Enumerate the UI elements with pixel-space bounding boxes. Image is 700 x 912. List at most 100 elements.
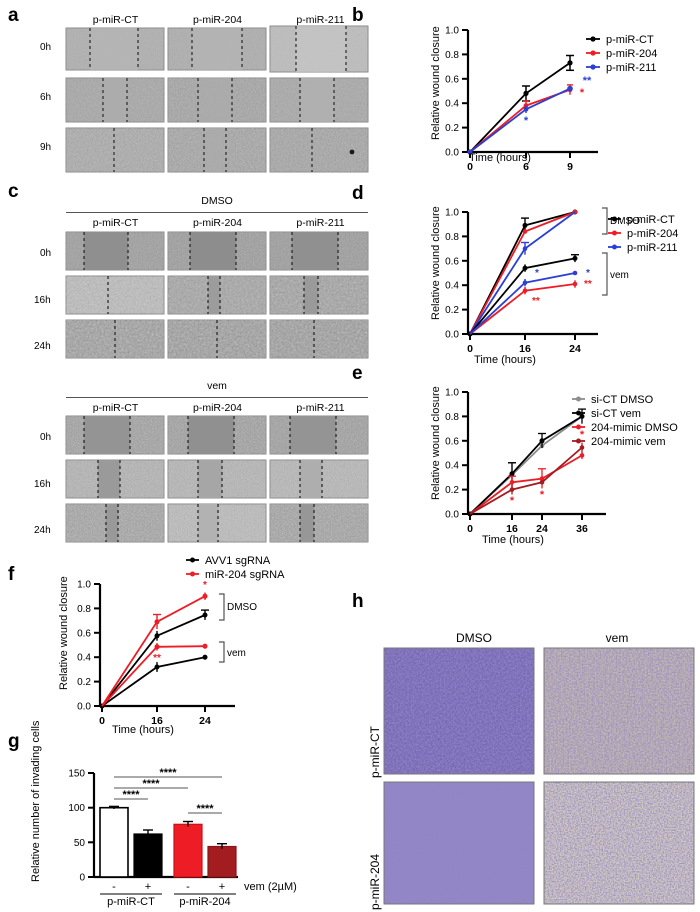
panel-f-legend-item-1: miR-204 sgRNA	[205, 569, 285, 581]
panel-f-series-mir204-dmso	[101, 592, 208, 707]
panel-d-xtick-2: 24	[569, 343, 581, 355]
panel-c-vem-col-2: p-miR-211	[296, 402, 345, 414]
panel-d-plot: 0.0 0.2 0.4 0.6 0.8 1.0 0 16 24	[445, 207, 640, 355]
panel-h-label: h	[352, 591, 364, 612]
panel-g-bar-1	[133, 829, 163, 878]
panel-g-ytick-2: 100	[68, 803, 85, 814]
panel-f-legend-item-0: AVV1 sgRNA	[205, 555, 271, 567]
panel-e-xtick-1: 16	[506, 523, 518, 535]
panel-e-legend: si-CT DMSO si-CT vem 204-mimic DMSO 204-…	[572, 394, 678, 448]
panel-f-ytick-4: 0.8	[77, 604, 91, 615]
panel-d-bracket-label-vem: vem	[610, 270, 629, 281]
panel-c-vem-col-0: p-miR-CT	[92, 402, 139, 414]
panel-b-ytick-2: 0.4	[445, 99, 459, 110]
panel-g-group-label-1: p-miR-204	[179, 896, 230, 908]
panel-d-ytick-0: 0.0	[445, 330, 459, 341]
panel-f-ytick-2: 0.4	[77, 653, 91, 664]
panel-c-label: c	[8, 181, 19, 202]
panel-h-row-header-ct: p-miR-CT	[368, 726, 382, 778]
panel-c-dmso-micrographs	[65, 231, 369, 359]
panel-g-bar-3	[207, 842, 237, 878]
panel-e-annotation-2: *	[580, 429, 585, 441]
panel-e-ytick-3: 0.6	[445, 436, 459, 447]
panel-b-ytick-3: 0.6	[445, 74, 459, 85]
panel-c-vem-row-1: 16h	[34, 479, 51, 490]
panel-g-sig-1: ****	[142, 778, 160, 790]
panel-h-image-204-dmso	[383, 781, 535, 905]
panel-f-ytick-0: 0.0	[77, 702, 91, 713]
panel-c-dmso-row-0: 0h	[40, 248, 52, 259]
panel-c-dmso-row-2: 24h	[34, 341, 51, 352]
panel-f-bracket-label-vem: vem	[227, 648, 246, 659]
panel-f-annotation-1: *	[203, 580, 207, 591]
panel-a-col-header-ct: p-miR-CT	[92, 14, 139, 26]
panel-b-annotation-2: *	[580, 87, 585, 99]
panel-b-legend-item-2: p-miR-211	[606, 62, 657, 74]
panel-d-legend-item-0: p-miR-CT	[627, 214, 675, 226]
panel-d-label: d	[352, 183, 364, 204]
panel-f-label: f	[8, 564, 15, 585]
panel-c-group-vem-title: vem	[207, 380, 227, 392]
panel-b-ytick-1: 0.2	[445, 123, 459, 134]
panel-c-vem-micrographs	[65, 415, 369, 543]
panel-b-series-p-mir-ct	[467, 54, 574, 155]
panel-b-xtick-1: 6	[523, 161, 529, 173]
panel-b-ytick-0: 0.0	[445, 148, 459, 159]
panel-a-col-header-204: p-miR-204	[192, 14, 242, 26]
panel-a-micrographs	[65, 25, 369, 173]
panel-d-legend-item-2: p-miR-211	[627, 242, 678, 254]
panel-e-legend-item-0: si-CT DMSO	[591, 394, 654, 406]
panel-g-category-0: -	[112, 881, 116, 893]
panel-c-vem-col-1: p-miR-204	[192, 402, 242, 414]
panel-b-y-axis-label: Relative wound closure	[430, 26, 442, 140]
panel-e-ytick-2: 0.4	[445, 461, 459, 472]
panel-c-dmso-row-1: 16h	[34, 295, 51, 306]
panel-e-xtick-2: 24	[536, 523, 548, 535]
panel-g-category-3: +	[219, 881, 225, 893]
panel-d-ytick-2: 0.4	[445, 281, 459, 292]
panel-f-ytick-1: 0.2	[77, 677, 91, 688]
panel-g-bar-0	[99, 805, 129, 878]
panel-e-annotation-0: *	[510, 495, 515, 507]
panel-f-annotation-0: **	[153, 653, 161, 664]
panel-f-bracket-dmso	[219, 593, 225, 621]
panel-d-annotation-2: *	[586, 268, 590, 279]
panel-e-chart: 0.0 0.2 0.4 0.6 0.8 1.0 0 16 24 36	[420, 380, 700, 540]
panel-h-image-204-vem	[543, 781, 695, 905]
panel-b-legend: p-miR-CT p-miR-204 p-miR-211	[586, 34, 657, 74]
panel-c-group-dmso-rule	[66, 212, 368, 213]
panel-f-xtick-1: 16	[151, 715, 163, 727]
panel-d-y-axis-label: Relative wound closure	[430, 206, 442, 320]
panel-b-label: b	[352, 5, 364, 26]
panel-e-series-204mimic-vem	[469, 442, 585, 515]
panel-f-legend: AVV1 sgRNA miR-204 sgRNA	[186, 555, 285, 581]
panel-g-sig-3: ****	[196, 803, 214, 815]
panel-f-xtick-2: 24	[199, 715, 211, 727]
panel-c-dmso-col-1: p-miR-204	[192, 217, 242, 229]
panel-b-plot: 0.0 0.2 0.4 0.6 0.8 1.0 0 6 9	[445, 26, 598, 173]
panel-d-bracket-vem	[602, 252, 608, 296]
panel-e-ytick-0: 0.0	[445, 510, 459, 521]
panel-g-group-label-0: p-miR-CT	[107, 896, 155, 908]
panel-f-xtick-0: 0	[99, 715, 105, 727]
panel-h-image-ct-dmso	[383, 647, 535, 775]
panel-g-ytick-0: 0	[79, 873, 85, 884]
panel-e-ytick-5: 1.0	[445, 388, 459, 399]
panel-d-annotation-3: **	[584, 279, 592, 290]
panel-f-bracket-label-dmso: DMSO	[227, 602, 257, 613]
panel-g-significance-lines	[114, 776, 222, 814]
panel-b-ytick-5: 1.0	[445, 26, 459, 37]
panel-g-plot: 0 50 100 150 ****	[68, 767, 296, 908]
panel-c-dmso-col-0: p-miR-CT	[92, 217, 139, 229]
panel-d-annotation-1: **	[532, 296, 540, 307]
panel-b-xtick-0: 0	[467, 161, 473, 173]
panel-h-image-ct-vem	[543, 647, 695, 775]
panel-d-bracket-label-dmso: DMSO	[610, 216, 640, 227]
panel-d-legend: p-miR-CT p-miR-204 p-miR-211	[608, 214, 678, 254]
panel-e-plot: 0.0 0.2 0.4 0.6 0.8 1.0 0 16 24 36	[445, 388, 606, 535]
panel-e-ytick-1: 0.2	[445, 485, 459, 496]
panel-d-ytick-1: 0.2	[445, 305, 459, 316]
panel-d-series-ct-vem	[469, 254, 579, 335]
panel-e-xtick-3: 36	[576, 523, 588, 535]
panel-b-legend-item-0: p-miR-CT	[606, 34, 654, 46]
